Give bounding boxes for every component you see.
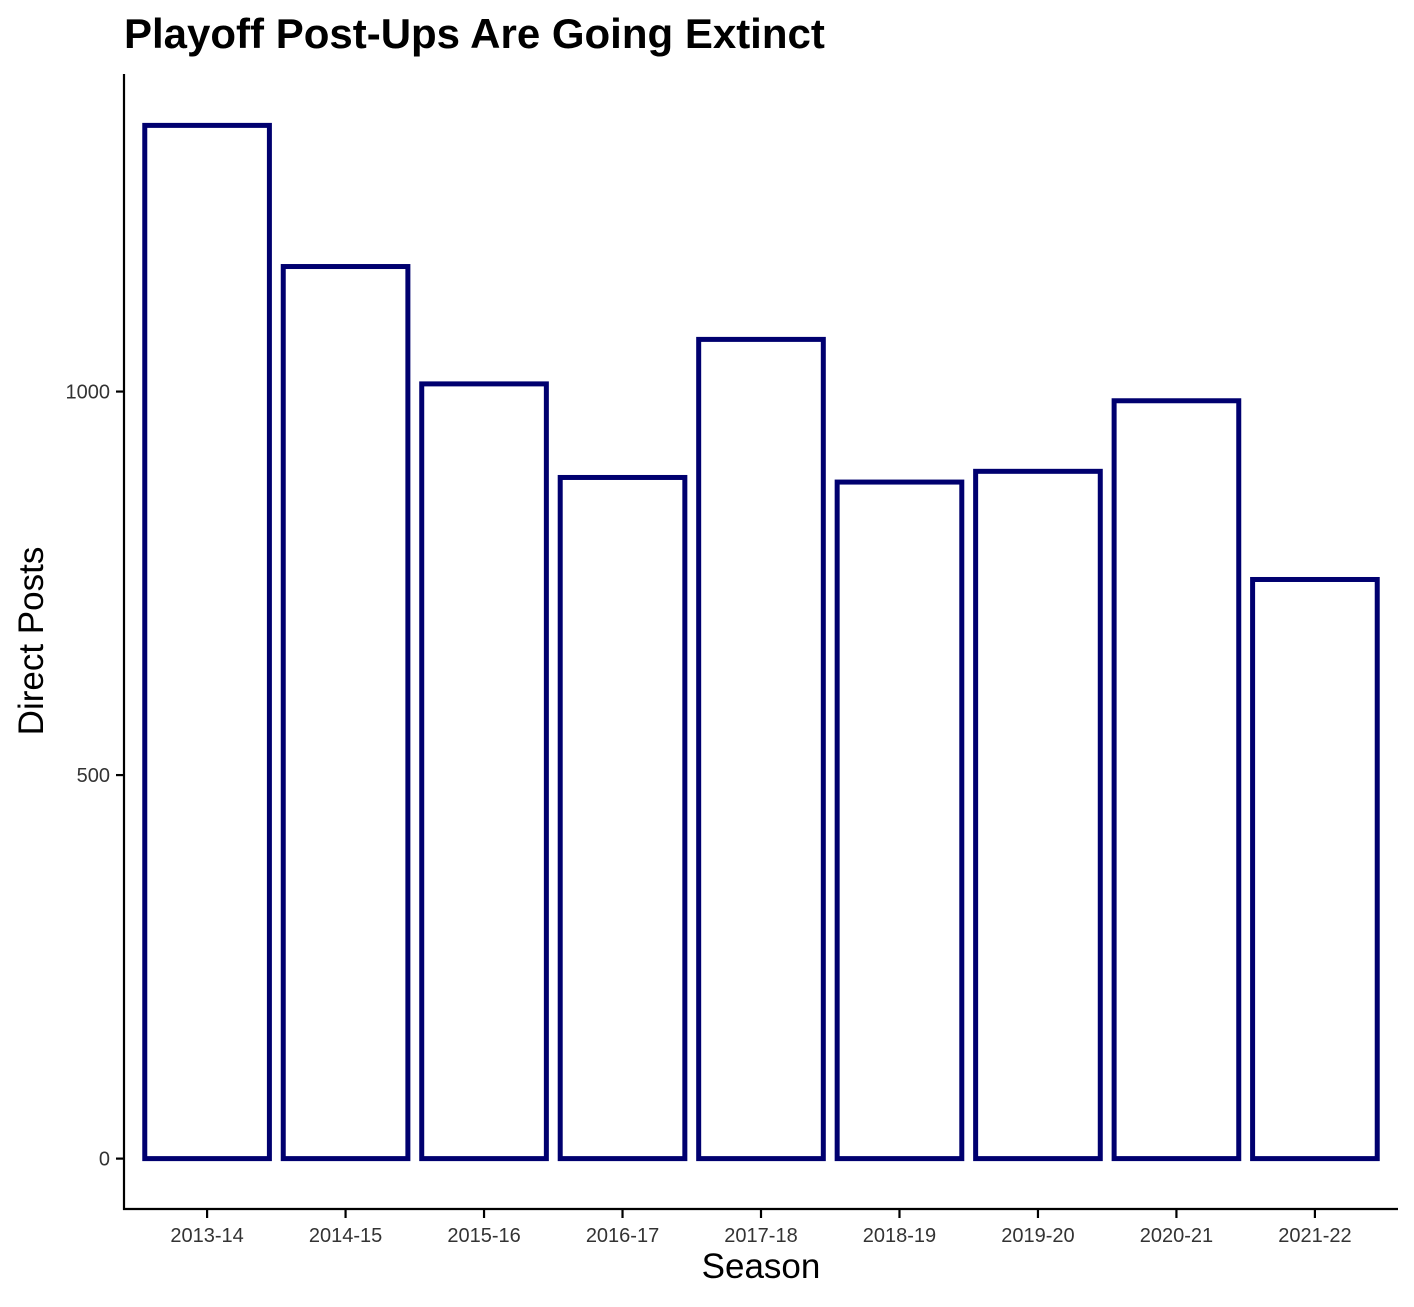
bar-2019-20 [973,468,1103,1162]
x-tick-label: 2020-21 [1140,1225,1213,1247]
x-tick-label: 2015-16 [447,1225,520,1247]
bar-2013-14 [142,122,272,1162]
y-axis-title: Direct Posts [12,547,51,736]
x-tick-label: 2017-18 [724,1225,797,1247]
bar-2014-15 [280,264,411,1162]
bar-2020-21 [1111,398,1242,1162]
y-ticks-layer: 0 500 1000 [66,382,124,1171]
bar-2015-16 [419,381,549,1162]
bar-2017-18 [696,336,826,1162]
y-tick-label: 500 [77,765,110,787]
bars-layer [142,122,1380,1162]
x-ticks-layer: 2013-14 2014-15 2015-16 2016-17 2017-18 2018-… [170,1210,1352,1247]
x-tick-label: 2013-14 [170,1225,243,1247]
x-tick-label: 2021-22 [1278,1225,1351,1247]
x-tick-label: 2014-15 [309,1225,382,1247]
x-tick-label: 2016-17 [586,1225,659,1247]
y-tick-label: 1000 [66,382,111,404]
chart-title: Playoff Post-Ups Are Going Extinct [124,10,825,57]
y-tick-label: 0 [99,1149,110,1171]
bar-2016-17 [557,474,688,1162]
x-tick-label: 2018-19 [863,1225,936,1247]
x-tick-label: 2019-20 [1001,1225,1074,1247]
bar-2018-19 [834,479,965,1162]
x-axis-title: Season [702,1247,821,1286]
bar-2021-22 [1250,576,1380,1162]
